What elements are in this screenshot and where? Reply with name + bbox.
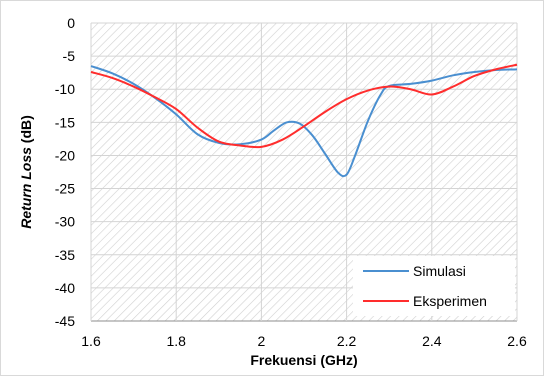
y-tick-label: -15 bbox=[55, 114, 75, 130]
x-tick-label: 2.6 bbox=[507, 333, 527, 349]
y-tick-label: -35 bbox=[55, 247, 75, 263]
series-line-simulasi bbox=[90, 65, 518, 178]
legend-label-eksperimen: Eksperimen bbox=[413, 293, 487, 309]
y-tick-label: -45 bbox=[55, 313, 75, 329]
y-axis-title-italic: Return Loss bbox=[18, 147, 34, 229]
legend-background bbox=[353, 256, 515, 316]
y-tick-labels: 0 -5 -10 -15 -20 -25 -30 -35 -40 -45 bbox=[55, 15, 75, 329]
y-tick-label: -40 bbox=[55, 280, 75, 296]
x-tick-label: 2 bbox=[258, 333, 266, 349]
x-tick-label: 2.2 bbox=[337, 333, 357, 349]
y-axis-title-unit: (dB) bbox=[18, 115, 34, 147]
legend: Simulasi Eksperimen bbox=[353, 256, 515, 316]
x-tick-label: 1.8 bbox=[166, 333, 186, 349]
y-tick-label: -5 bbox=[63, 48, 76, 64]
grid-lines bbox=[90, 22, 518, 322]
y-tick-label: -20 bbox=[55, 147, 75, 163]
x-tick-label: 1.6 bbox=[81, 333, 101, 349]
x-axis-title: Frekuensi (GHz) bbox=[250, 352, 357, 368]
y-axis-title: Return Loss (dB) bbox=[18, 115, 34, 229]
y-tick-label: -30 bbox=[55, 214, 75, 230]
y-tick-label: 0 bbox=[67, 15, 75, 31]
y-tick-label: -25 bbox=[55, 181, 75, 197]
series-group bbox=[90, 63, 518, 178]
x-tick-label: 2.4 bbox=[422, 333, 442, 349]
series-line-eksperimen bbox=[90, 63, 518, 149]
legend-label-simulasi: Simulasi bbox=[413, 263, 466, 279]
y-tick-label: -10 bbox=[55, 81, 75, 97]
x-tick-labels: 1.6 1.8 2 2.2 2.4 2.6 bbox=[81, 333, 527, 349]
